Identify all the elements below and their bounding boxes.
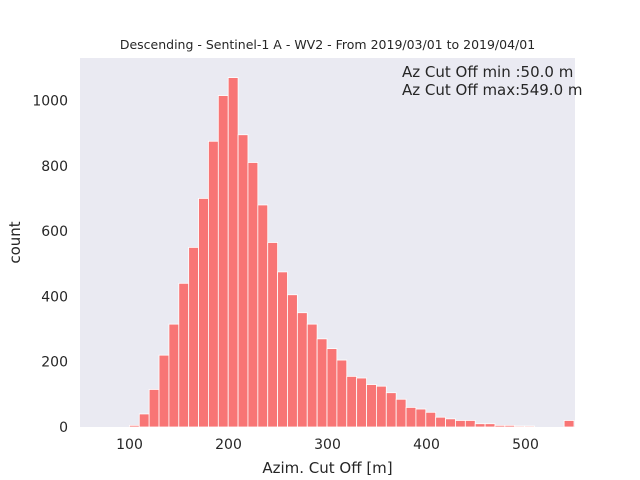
y-axis-title: count bbox=[6, 221, 24, 263]
x-tick-label: 300 bbox=[314, 437, 341, 453]
histogram-bar bbox=[296, 312, 308, 428]
histogram-bar bbox=[178, 282, 190, 428]
histogram-bar bbox=[524, 425, 535, 428]
histogram-bar bbox=[287, 294, 298, 428]
histogram-bar bbox=[158, 354, 170, 428]
x-tick-label: 100 bbox=[116, 437, 143, 453]
histogram-bar bbox=[277, 271, 288, 428]
histogram-bar bbox=[415, 408, 427, 428]
histogram-bar bbox=[168, 323, 180, 428]
histogram-bar bbox=[425, 411, 437, 428]
histogram-bar bbox=[445, 418, 456, 428]
histogram-bars bbox=[129, 77, 575, 428]
histogram-bar bbox=[563, 420, 575, 428]
histogram-bar bbox=[356, 377, 367, 428]
histogram-bar bbox=[306, 323, 318, 428]
histogram-bar bbox=[217, 95, 229, 428]
histogram-bar bbox=[514, 425, 526, 428]
histogram-bar bbox=[385, 392, 397, 428]
histogram-bar bbox=[188, 246, 199, 428]
histogram-bar bbox=[257, 204, 269, 428]
annotation-min-cutoff: Az Cut Off min :50.0 m bbox=[402, 63, 573, 81]
x-axis-title: Azim. Cut Off [m] bbox=[262, 459, 392, 477]
histogram-bar bbox=[504, 424, 516, 428]
histogram-bar bbox=[129, 424, 140, 428]
histogram-bar bbox=[208, 140, 219, 428]
y-tick-label: 400 bbox=[41, 289, 68, 305]
y-tick-label: 1000 bbox=[32, 93, 68, 109]
histogram-bar bbox=[494, 424, 506, 428]
x-tick-label: 400 bbox=[413, 437, 440, 453]
histogram-bar bbox=[326, 348, 338, 428]
y-tick-label: 600 bbox=[41, 224, 68, 240]
histogram-bar bbox=[138, 413, 150, 428]
histogram-bar bbox=[464, 420, 476, 428]
y-tick-label: 200 bbox=[41, 355, 68, 371]
histogram-bar bbox=[227, 77, 239, 428]
chart-title: Descending - Sentinel-1 A - WV2 - From 2… bbox=[120, 37, 535, 52]
histogram-bar bbox=[237, 134, 249, 428]
histogram-bar bbox=[455, 420, 466, 428]
histogram-bar bbox=[405, 407, 417, 428]
x-axis-ticks: 100 200 300 400 500 bbox=[116, 437, 539, 453]
y-tick-label: 800 bbox=[41, 159, 68, 175]
histogram-bar bbox=[346, 375, 358, 428]
histogram-bar bbox=[247, 162, 259, 428]
histogram-bar bbox=[484, 423, 496, 428]
x-tick-label: 500 bbox=[512, 437, 539, 453]
histogram-bar bbox=[435, 416, 446, 428]
histogram-bar bbox=[148, 389, 160, 428]
histogram-bar bbox=[316, 338, 328, 428]
histogram-bar bbox=[198, 198, 209, 428]
histogram-bar bbox=[395, 398, 407, 428]
histogram-bar bbox=[474, 423, 486, 428]
histogram-bar bbox=[366, 384, 377, 428]
y-axis-ticks: 0 200 400 600 800 1000 bbox=[32, 93, 68, 436]
histogram-bar bbox=[336, 359, 348, 428]
histogram-bar bbox=[267, 242, 279, 428]
annotation-max-cutoff: Az Cut Off max:549.0 m bbox=[402, 81, 583, 99]
y-tick-label: 0 bbox=[59, 420, 68, 436]
histogram-bar bbox=[376, 385, 387, 428]
x-tick-label: 200 bbox=[215, 437, 242, 453]
